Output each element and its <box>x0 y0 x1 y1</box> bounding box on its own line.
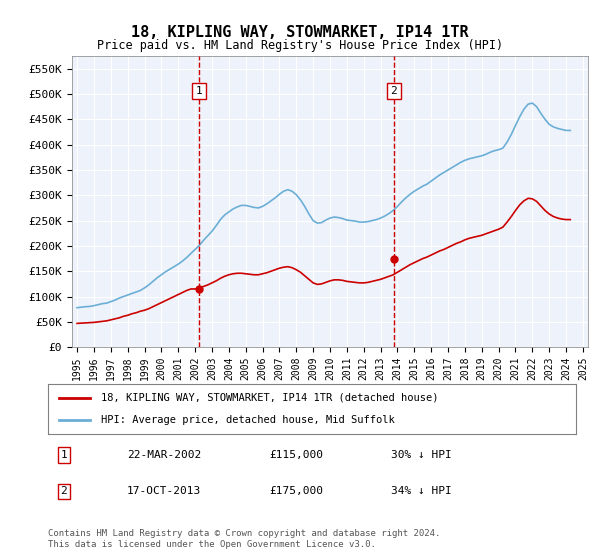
Text: Price paid vs. HM Land Registry's House Price Index (HPI): Price paid vs. HM Land Registry's House … <box>97 39 503 52</box>
Text: £115,000: £115,000 <box>270 450 324 460</box>
Text: 18, KIPLING WAY, STOWMARKET, IP14 1TR (detached house): 18, KIPLING WAY, STOWMARKET, IP14 1TR (d… <box>101 393 438 403</box>
Text: Contains HM Land Registry data © Crown copyright and database right 2024.
This d: Contains HM Land Registry data © Crown c… <box>48 529 440 549</box>
Text: £175,000: £175,000 <box>270 487 324 496</box>
Text: 18, KIPLING WAY, STOWMARKET, IP14 1TR: 18, KIPLING WAY, STOWMARKET, IP14 1TR <box>131 25 469 40</box>
Text: HPI: Average price, detached house, Mid Suffolk: HPI: Average price, detached house, Mid … <box>101 415 395 425</box>
Text: 17-OCT-2013: 17-OCT-2013 <box>127 487 202 496</box>
Text: 2: 2 <box>61 487 67 496</box>
Text: 1: 1 <box>196 86 202 96</box>
Text: 30% ↓ HPI: 30% ↓ HPI <box>391 450 452 460</box>
Text: 34% ↓ HPI: 34% ↓ HPI <box>391 487 452 496</box>
Text: 1: 1 <box>61 450 67 460</box>
Text: 22-MAR-2002: 22-MAR-2002 <box>127 450 202 460</box>
Text: 2: 2 <box>391 86 397 96</box>
